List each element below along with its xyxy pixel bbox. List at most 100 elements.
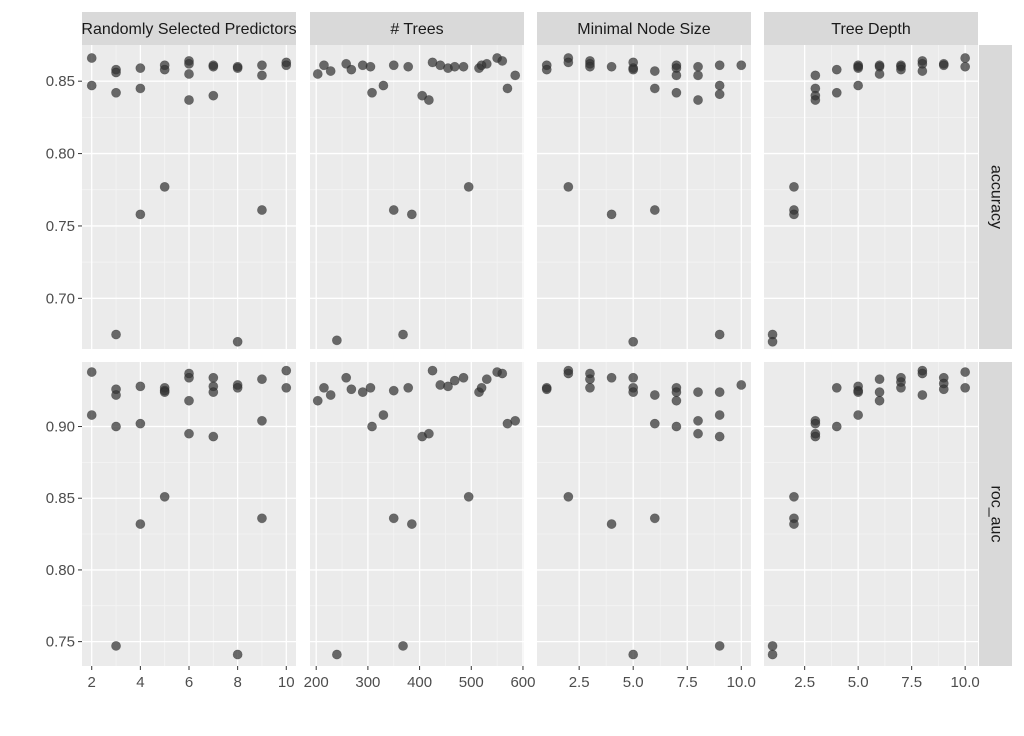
data-point xyxy=(86,410,97,420)
data-point xyxy=(159,387,170,398)
data-point xyxy=(510,70,521,81)
data-point xyxy=(135,381,146,392)
data-point xyxy=(831,421,842,432)
y-tick-label: 0.80 xyxy=(46,146,75,163)
y-tick-label: 0.85 xyxy=(46,490,75,507)
data-point xyxy=(257,374,267,385)
data-point xyxy=(159,181,170,192)
x-tick-label: 300 xyxy=(355,674,380,691)
data-point xyxy=(606,209,617,220)
data-point xyxy=(135,519,146,529)
facet-strip-label: Randomly Selected Predictors xyxy=(81,21,296,38)
data-point xyxy=(331,649,342,660)
data-point xyxy=(649,390,660,400)
data-point xyxy=(135,83,146,94)
data-point xyxy=(403,382,414,393)
data-point xyxy=(449,61,460,72)
data-point xyxy=(960,53,971,63)
data-point xyxy=(649,66,660,76)
data-point xyxy=(111,390,121,400)
data-point xyxy=(853,80,864,91)
data-point xyxy=(874,374,885,385)
data-point xyxy=(649,418,660,429)
data-point xyxy=(365,382,376,393)
data-point xyxy=(406,519,417,529)
data-point xyxy=(208,90,219,101)
data-point xyxy=(325,390,336,400)
y-tick-label: 0.70 xyxy=(46,290,75,307)
data-point xyxy=(853,410,864,420)
data-point xyxy=(406,209,417,220)
data-point xyxy=(510,415,521,426)
data-point xyxy=(960,61,971,72)
facet-strip-top xyxy=(764,12,978,45)
data-point xyxy=(810,95,821,105)
x-tick-label: 8 xyxy=(233,674,241,691)
data-point xyxy=(649,83,660,94)
data-point xyxy=(257,60,267,71)
data-point xyxy=(714,89,725,100)
data-point xyxy=(232,336,243,347)
data-point xyxy=(257,513,267,524)
data-point xyxy=(184,372,194,383)
data-point xyxy=(232,649,243,660)
data-point xyxy=(367,421,377,432)
data-point xyxy=(853,387,864,398)
data-point xyxy=(346,384,357,395)
data-point xyxy=(960,382,971,393)
y-tick-label: 0.85 xyxy=(46,73,75,90)
data-point xyxy=(312,395,323,406)
data-point xyxy=(896,382,906,393)
data-point xyxy=(563,491,574,502)
data-point xyxy=(714,387,725,398)
facet-strip-top xyxy=(310,12,524,45)
data-point xyxy=(417,90,428,101)
data-point xyxy=(671,387,682,398)
x-tick-label: 2.5 xyxy=(794,674,815,691)
x-tick-label: 2 xyxy=(88,674,96,691)
data-point xyxy=(960,367,971,377)
data-point xyxy=(671,87,682,98)
data-point xyxy=(135,418,146,429)
data-point xyxy=(257,70,267,81)
data-point xyxy=(346,64,357,75)
data-point xyxy=(449,375,460,386)
data-point xyxy=(810,70,821,81)
data-point xyxy=(208,372,219,383)
data-point xyxy=(585,61,595,72)
data-point xyxy=(86,53,97,63)
data-point xyxy=(281,60,292,71)
data-point xyxy=(427,365,438,376)
data-point xyxy=(671,70,682,81)
data-point xyxy=(917,368,928,379)
data-point xyxy=(767,641,778,651)
data-point xyxy=(208,387,219,398)
data-point xyxy=(388,385,399,396)
data-point xyxy=(481,58,492,69)
data-point xyxy=(714,431,725,442)
data-point xyxy=(184,395,194,406)
data-point xyxy=(135,209,146,220)
data-point xyxy=(398,329,408,340)
data-point xyxy=(789,519,799,529)
data-point xyxy=(341,372,352,383)
data-point xyxy=(281,382,292,393)
y-tick-label: 0.80 xyxy=(46,562,75,579)
data-point xyxy=(365,61,376,72)
data-point xyxy=(378,410,389,420)
x-tick-label: 500 xyxy=(459,674,484,691)
data-point xyxy=(693,415,703,426)
data-point xyxy=(917,66,928,76)
data-point xyxy=(541,384,552,395)
data-point xyxy=(398,641,408,651)
data-point xyxy=(257,205,267,215)
data-point xyxy=(714,329,725,340)
x-tick-label: 400 xyxy=(407,674,432,691)
data-point xyxy=(628,64,639,75)
facet-strip-label: Minimal Node Size xyxy=(577,21,710,38)
data-point xyxy=(874,395,885,406)
data-point xyxy=(257,415,267,426)
data-point xyxy=(585,374,595,385)
data-point xyxy=(463,491,474,502)
data-point xyxy=(232,382,243,393)
